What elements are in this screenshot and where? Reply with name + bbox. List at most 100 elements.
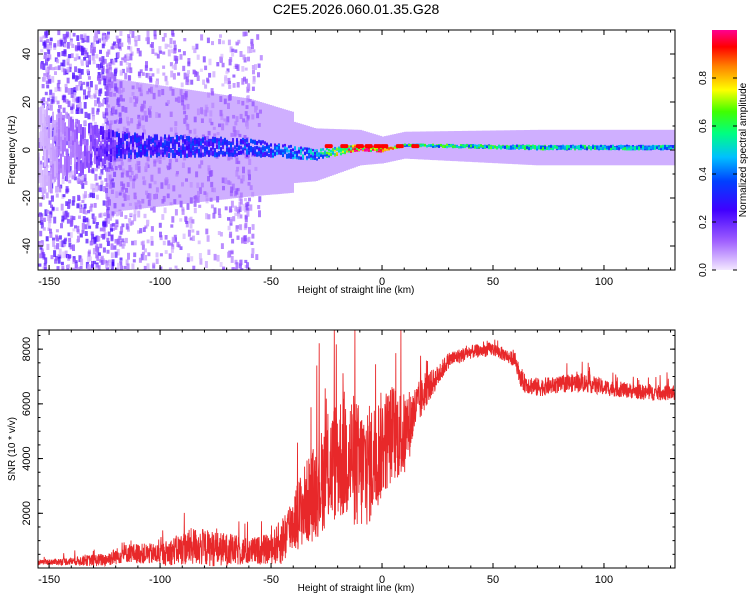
band-halo (334, 129, 336, 175)
speckle (102, 111, 106, 118)
band-cell (472, 144, 474, 147)
speckle (52, 237, 55, 241)
band-cell (322, 152, 324, 155)
speckle (50, 130, 54, 137)
band-cell (386, 148, 388, 151)
band-cell (72, 122, 74, 136)
speckle (187, 253, 191, 258)
band-cell (232, 138, 234, 142)
speckle (230, 251, 234, 255)
speckle (61, 215, 65, 221)
band-cell (300, 157, 302, 160)
speckle (258, 196, 262, 203)
speckle (66, 42, 70, 49)
band-cell (332, 151, 334, 154)
x-tick-label: -100 (149, 574, 171, 586)
speckle (70, 93, 74, 98)
band-cell (82, 163, 84, 175)
speckle (220, 243, 224, 249)
band-cell (310, 155, 312, 159)
speckle (65, 201, 69, 206)
band-cell (94, 155, 96, 165)
speckle (140, 253, 144, 261)
speckle (91, 107, 95, 115)
band-cell (244, 144, 246, 149)
band-cell (62, 131, 64, 146)
speckle (56, 266, 60, 270)
band-cell (498, 145, 500, 149)
band-cell (340, 147, 342, 150)
speckle (237, 39, 241, 44)
speckle (48, 103, 52, 109)
speckle (96, 110, 100, 115)
band-cell (586, 147, 588, 151)
band-cell (328, 155, 330, 158)
speckle (75, 46, 79, 52)
speckle (86, 81, 90, 87)
band-cell (364, 146, 366, 149)
band-cell (112, 141, 114, 148)
band-cell (312, 155, 314, 159)
band-cell (178, 142, 180, 147)
band-cell (232, 152, 234, 157)
band-cell (154, 135, 156, 141)
band-cell (262, 148, 264, 153)
band-cell (512, 146, 514, 150)
speckle (229, 217, 233, 224)
band-cell (316, 158, 318, 161)
band-halo (214, 93, 216, 201)
band-cell (284, 146, 286, 150)
speckle (42, 35, 46, 39)
band-cell (126, 133, 128, 139)
speckle (48, 45, 52, 51)
band-halo (134, 81, 136, 210)
speckle (66, 218, 70, 224)
speckle (116, 51, 120, 58)
band-cell (546, 146, 548, 150)
speckle (57, 52, 61, 58)
speckle (229, 46, 233, 53)
speckle (251, 233, 255, 239)
band-cell (106, 130, 108, 138)
band-cell (216, 144, 218, 149)
band-cell (136, 152, 138, 158)
band-cell (570, 144, 572, 148)
band-cell (348, 145, 350, 148)
speckle (59, 240, 63, 247)
band-cell (264, 152, 266, 156)
band-cell (308, 156, 310, 159)
band-cell (268, 153, 270, 158)
band-cell (302, 154, 304, 157)
band-cell (630, 146, 632, 150)
speckle (242, 54, 246, 60)
band-cell (178, 147, 180, 153)
band-cell (206, 141, 208, 146)
band-cell (142, 145, 144, 151)
speckle (67, 100, 71, 108)
speckle (121, 243, 125, 249)
speckle (60, 40, 64, 46)
band-cell (482, 145, 484, 148)
band-halo (302, 124, 304, 183)
speckle (171, 49, 175, 54)
speckle (235, 262, 239, 269)
speckle (88, 256, 92, 261)
band-cell (186, 146, 188, 151)
speckle (219, 56, 223, 62)
band-cell (40, 168, 42, 187)
band-cell (322, 156, 324, 159)
band-cell (96, 139, 98, 148)
x-tick-label: 50 (487, 574, 499, 586)
band-cell (378, 150, 380, 153)
band-cell (670, 147, 672, 151)
speckle (218, 38, 222, 45)
speckle (44, 91, 48, 96)
speckle (94, 267, 98, 270)
band-cell (96, 159, 98, 168)
speckle (181, 208, 185, 215)
speckle (51, 92, 55, 98)
speckle (80, 69, 84, 75)
band-cell (326, 153, 328, 156)
band-cell (474, 144, 476, 147)
band-cell (48, 115, 50, 132)
